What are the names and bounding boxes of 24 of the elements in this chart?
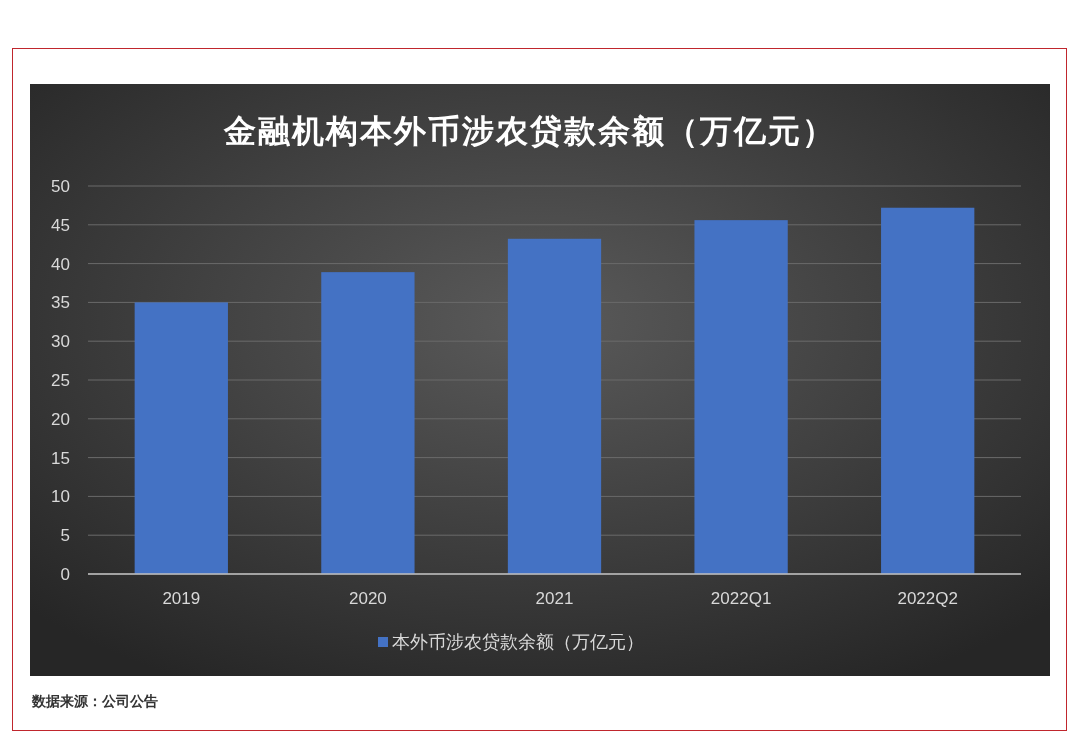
x-tick-label: 2019 [162,589,201,608]
y-tick-label: 15 [51,448,70,468]
x-tick-label: 2022Q1 [710,589,772,608]
x-tick-label: 2020 [348,589,387,608]
y-tick-label: 50 [51,176,70,196]
y-tick-label: 5 [60,526,70,546]
chart-title: 金融机构本外币涉农贷款余额（万亿元） [223,113,836,149]
y-tick-label: 10 [51,487,70,507]
x-tick-label: 2022Q2 [897,589,958,608]
bar [321,272,415,574]
y-tick-label: 45 [51,215,70,235]
y-tick-label: 0 [60,564,70,584]
bar [881,207,975,574]
x-tick-label: 2021 [535,589,574,608]
bar [694,220,788,574]
y-tick-label: 40 [51,254,70,274]
y-tick-label: 35 [51,293,70,313]
legend-label: 本外币涉农贷款余额（万亿元） [392,632,644,653]
y-tick-label: 20 [51,409,70,429]
bar [134,302,228,574]
y-tick-label: 25 [51,370,70,390]
y-tick-label: 30 [51,332,70,352]
bar [507,238,602,574]
source-note: 数据来源：公司公告 [31,693,158,709]
